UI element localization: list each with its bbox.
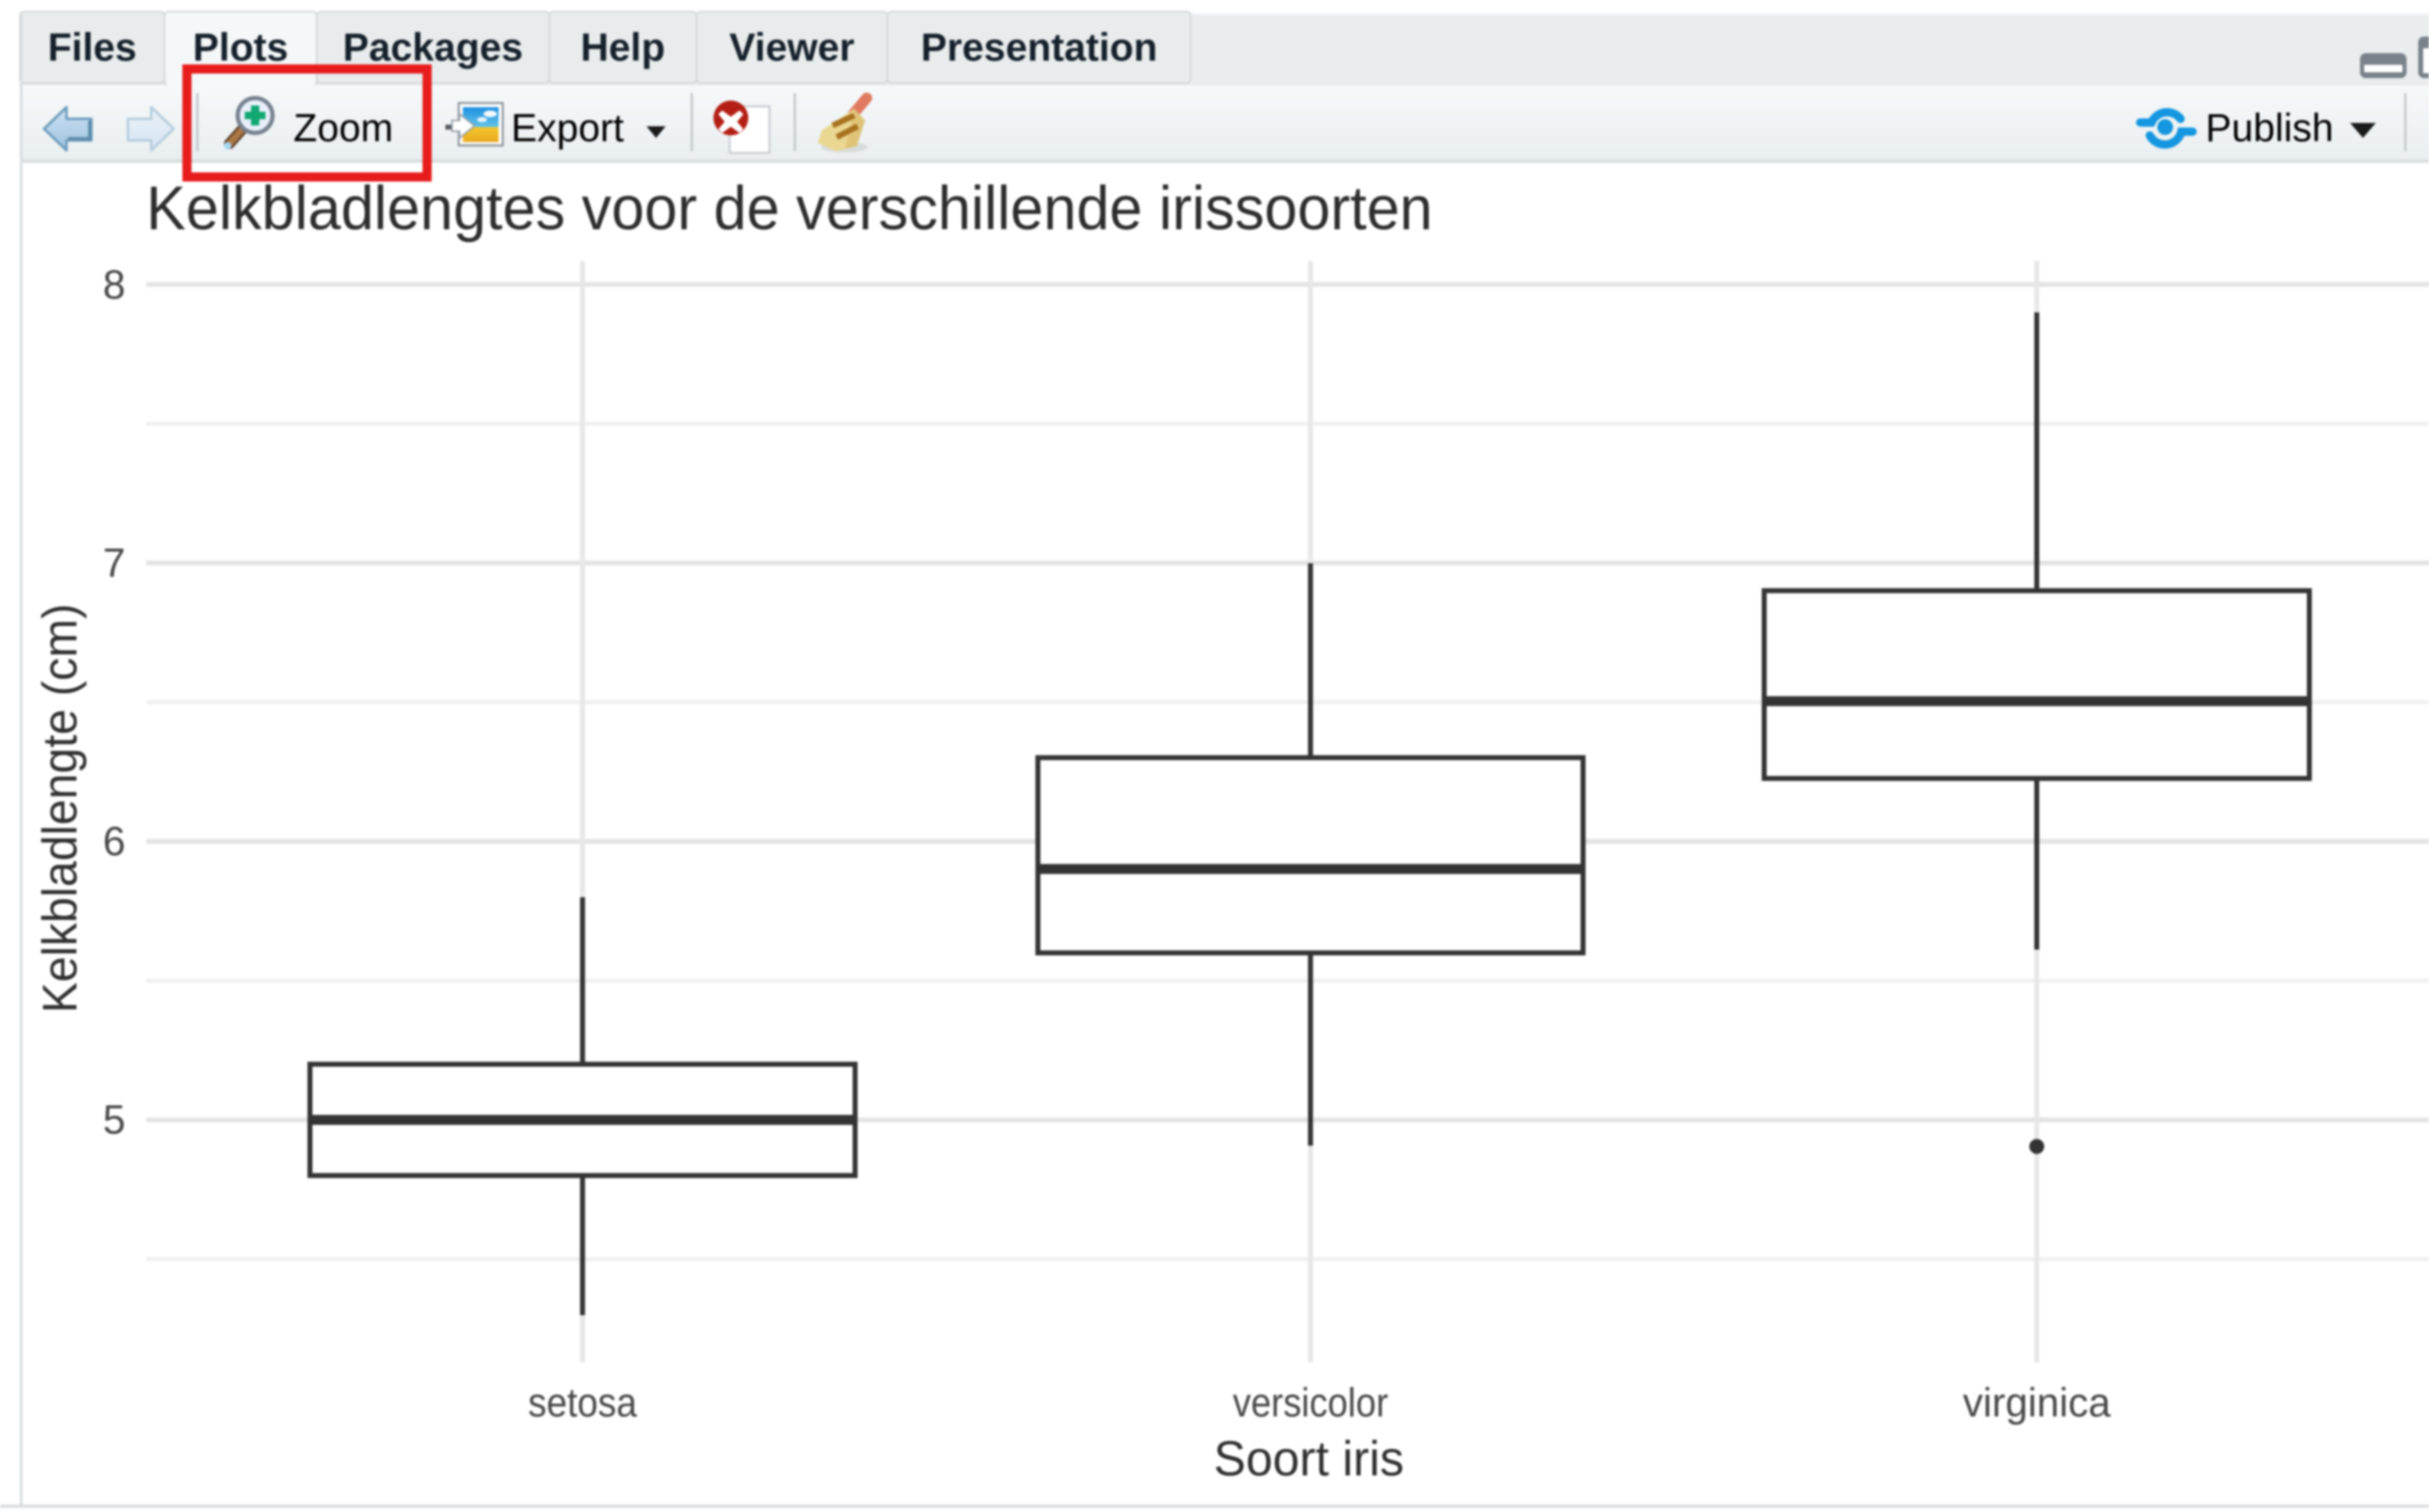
- svg-text:6: 6: [103, 819, 125, 864]
- svg-text:Export: Export: [511, 106, 624, 150]
- svg-text:versicolor: versicolor: [1233, 1381, 1389, 1426]
- svg-text:Plots: Plots: [193, 25, 288, 69]
- svg-text:Files: Files: [47, 25, 136, 69]
- svg-text:Zoom: Zoom: [293, 106, 393, 150]
- svg-text:setosa: setosa: [529, 1381, 638, 1426]
- svg-text:Kelkbladlengte (cm): Kelkbladlengte (cm): [33, 604, 87, 1014]
- svg-text:Packages: Packages: [343, 25, 524, 69]
- svg-text:7: 7: [103, 541, 125, 586]
- svg-text:Help: Help: [581, 25, 666, 69]
- svg-text:Viewer: Viewer: [730, 25, 855, 69]
- svg-text:Presentation: Presentation: [921, 25, 1158, 69]
- svg-text:Kelkbladlengtes voor de versch: Kelkbladlengtes voor de verschillende ir…: [146, 174, 1433, 243]
- svg-text:8: 8: [103, 263, 125, 307]
- svg-text:Soort iris: Soort iris: [1214, 1431, 1404, 1486]
- svg-text:virginica: virginica: [1963, 1381, 2112, 1426]
- svg-text:5: 5: [103, 1098, 125, 1143]
- svg-text:Publish: Publish: [2205, 106, 2333, 150]
